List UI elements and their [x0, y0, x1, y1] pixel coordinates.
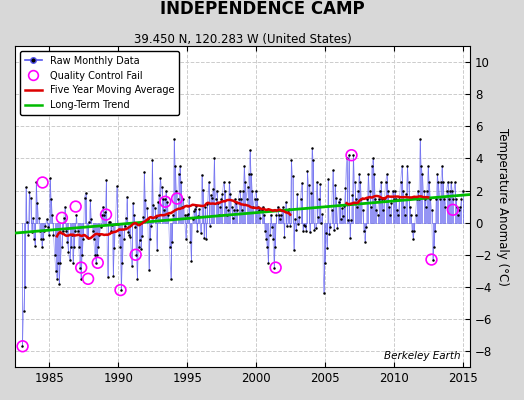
Point [173, 195, 181, 202]
Text: INDEPENDENCE CAMP: INDEPENDENCE CAMP [160, 0, 364, 18]
Point [161, 198, 169, 205]
Point [71, 203, 80, 210]
Y-axis label: Temperature Anomaly (°C): Temperature Anomaly (°C) [496, 128, 509, 286]
Point [58, 215, 66, 221]
Point [102, 211, 110, 218]
Point [347, 152, 356, 158]
Point [132, 252, 140, 258]
Legend: Raw Monthly Data, Quality Control Fail, Five Year Moving Average, Long-Term Tren: Raw Monthly Data, Quality Control Fail, … [20, 51, 179, 115]
Point [116, 287, 125, 293]
Point [38, 179, 47, 186]
Point [271, 264, 280, 271]
Text: Berkeley Earth: Berkeley Earth [385, 351, 461, 361]
Point [94, 260, 102, 266]
Point [77, 264, 85, 271]
Point [84, 276, 92, 282]
Title: 39.450 N, 120.283 W (United States): 39.450 N, 120.283 W (United States) [134, 33, 352, 46]
Point [427, 256, 435, 263]
Point [18, 343, 27, 350]
Point [449, 206, 457, 213]
